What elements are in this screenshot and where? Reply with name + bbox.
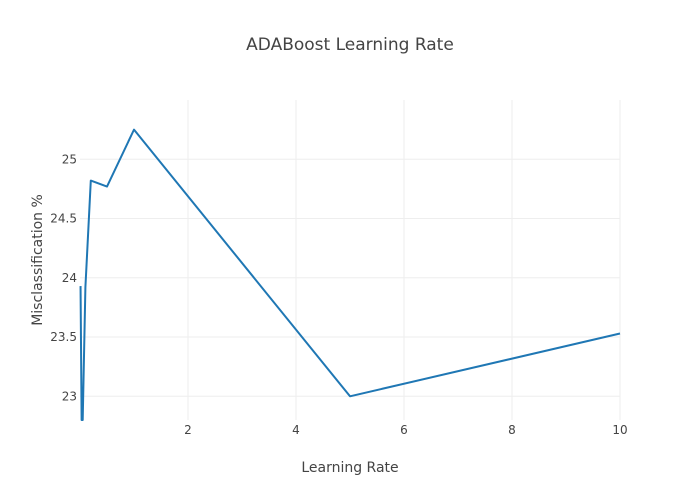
series-line (79, 128, 621, 421)
x-gridlines (187, 100, 621, 420)
x-tick-labels: 2 4 6 8 10 (184, 423, 627, 437)
x-axis-title: Learning Rate (301, 460, 398, 476)
chart-title: ADABoost Learning Rate (246, 35, 454, 55)
y-gridlines (80, 158, 620, 397)
x-tick-label: 2 (184, 423, 192, 437)
x-tick-label: 8 (508, 423, 516, 437)
y-tick-label: 24 (62, 271, 77, 285)
x-tick-label: 4 (292, 423, 300, 437)
y-tick-label: 24.5 (50, 212, 77, 226)
y-tick-label: 23.5 (50, 330, 77, 344)
x-tick-label: 10 (612, 423, 627, 437)
y-axis-title: Misclassification % (30, 194, 46, 326)
x-tick-label: 6 (400, 423, 408, 437)
y-tick-label: 25 (62, 152, 77, 166)
y-tick-labels: 23 23.5 24 24.5 25 (50, 152, 77, 403)
series-layer (79, 128, 621, 421)
y-tick-label: 23 (62, 389, 77, 403)
